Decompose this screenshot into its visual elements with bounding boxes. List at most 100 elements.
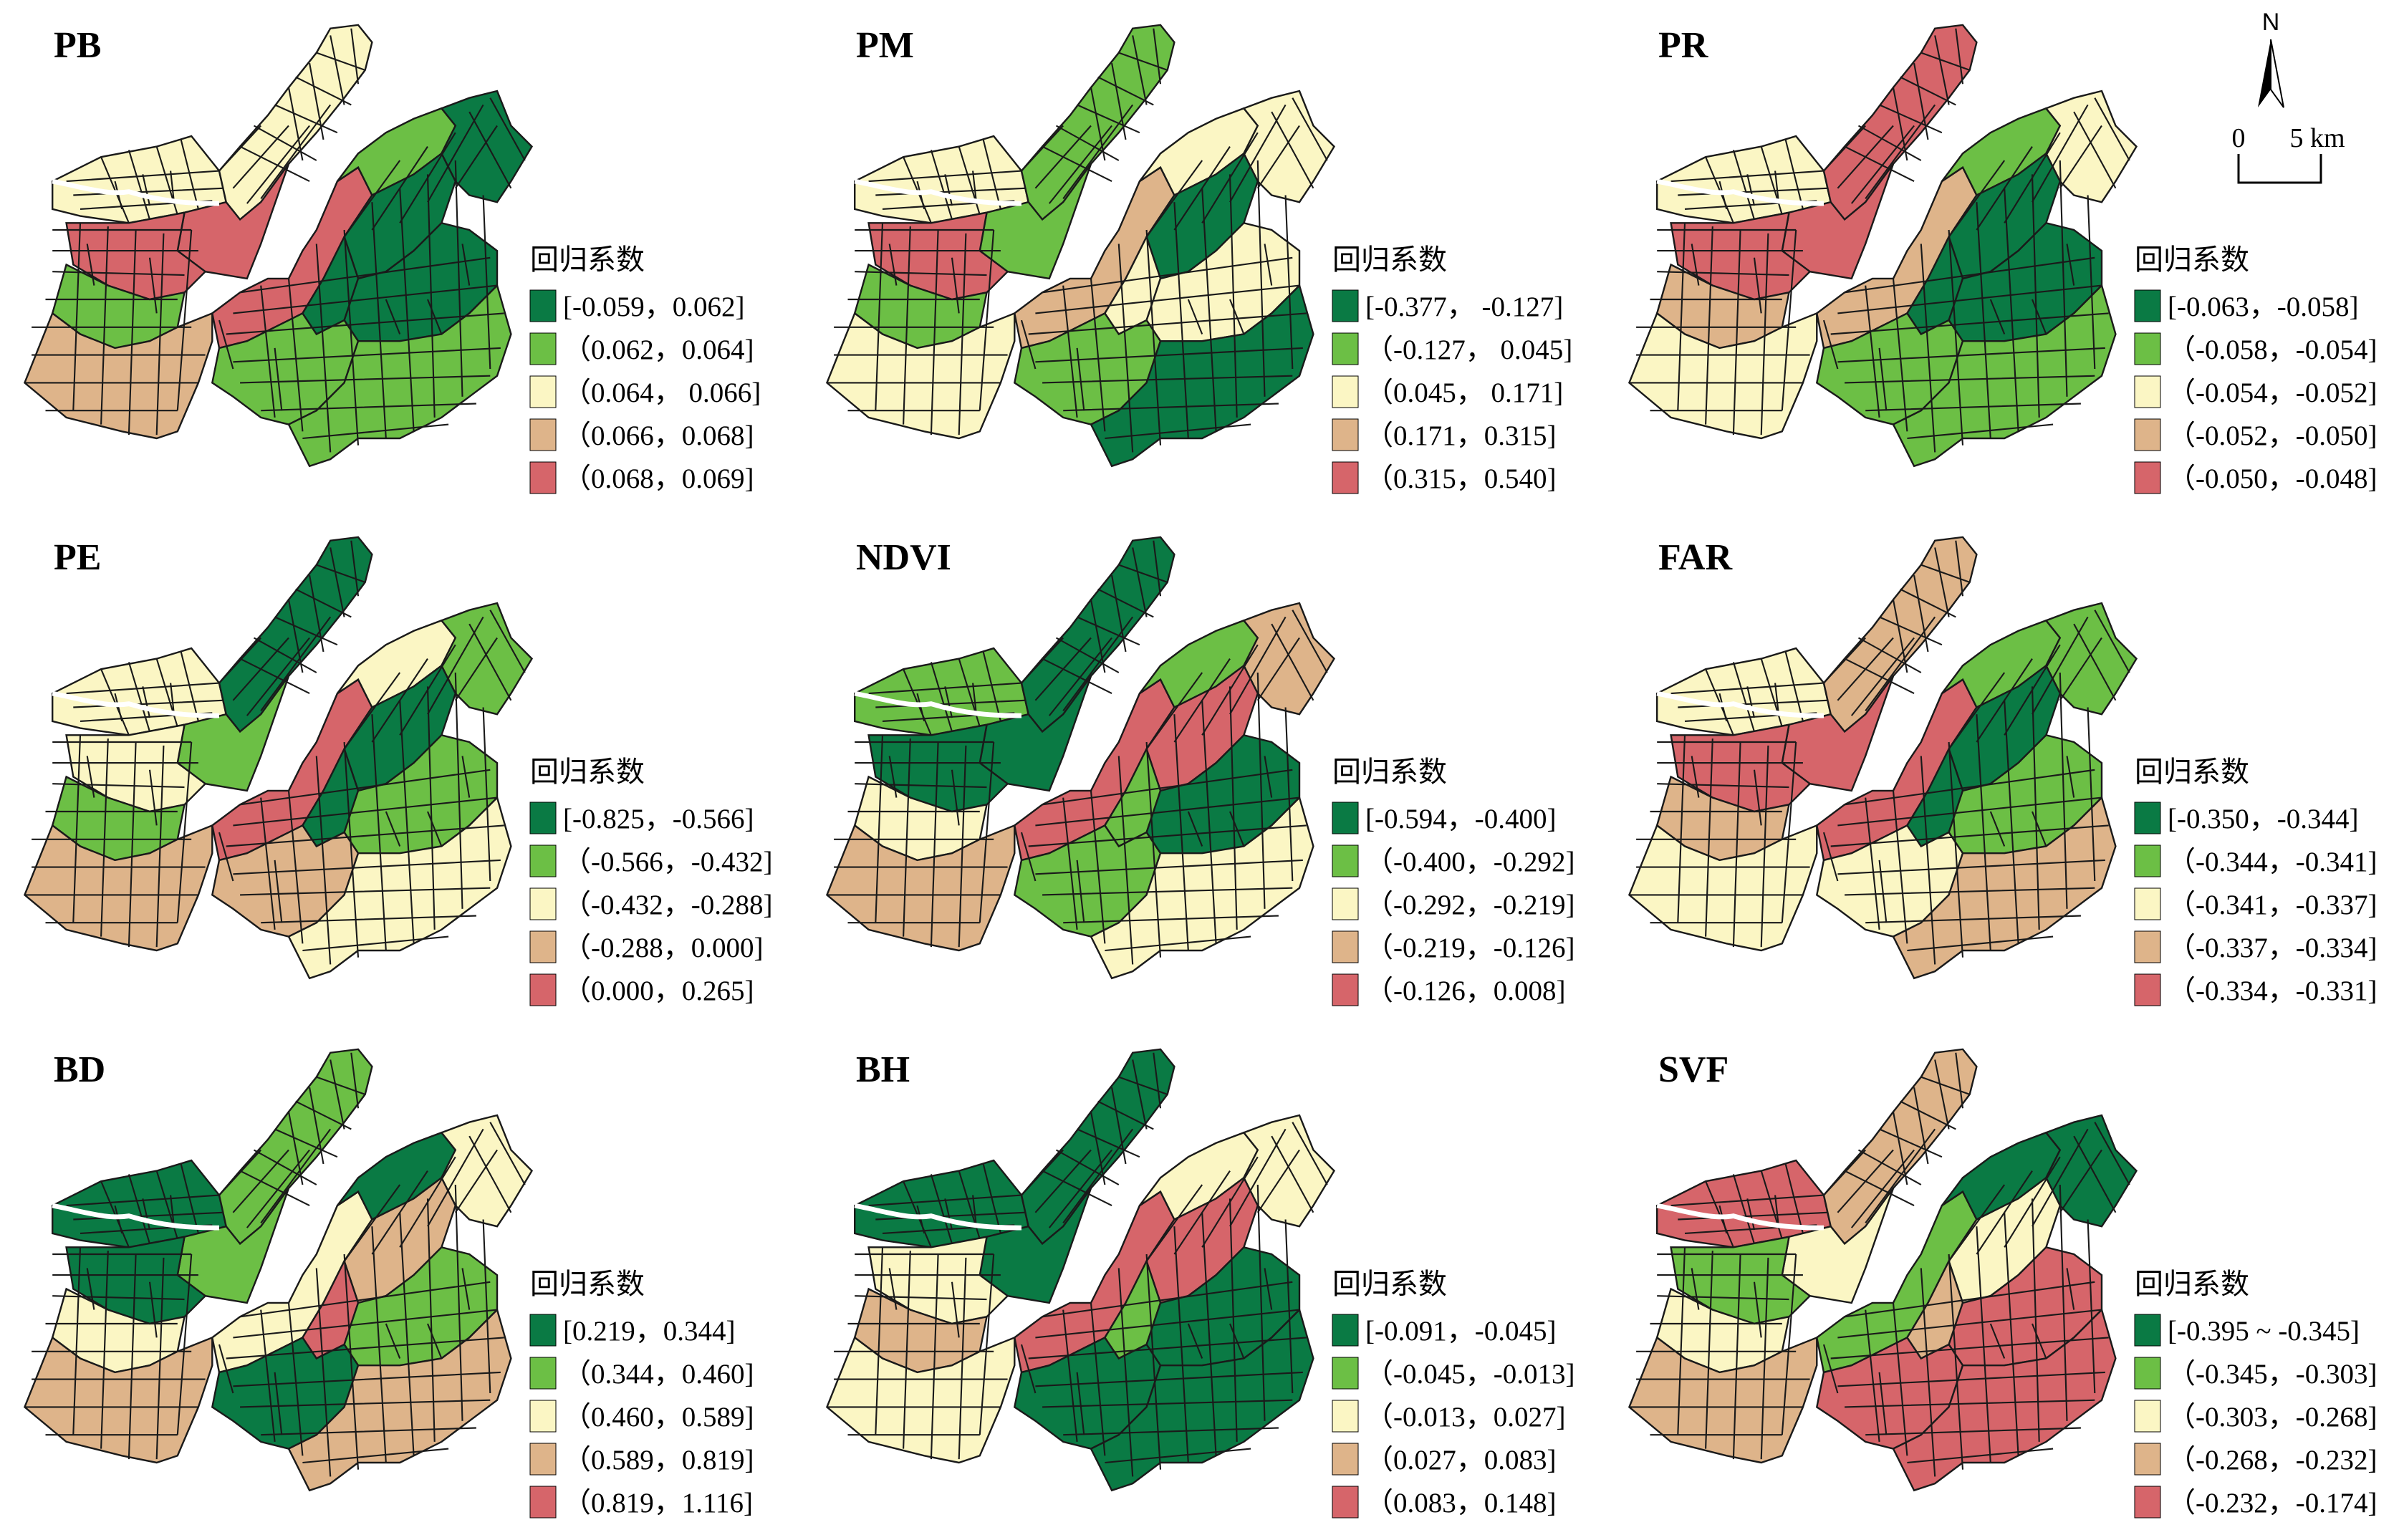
legend-label: [-0.395 ~ -0.345]: [2168, 1316, 2360, 1347]
map-panel-bd: BD 回归系数 [0.219，0.344] （0.344，0.460] （0.460，0…: [24, 1048, 754, 1519]
legend-swatch: [2134, 802, 2161, 834]
legend-swatch: [2134, 375, 2161, 408]
legend-label: （-0.334，-0.331]: [2168, 976, 2377, 1006]
scale-bar: 0 5 km: [2232, 123, 2345, 184]
legend-label: （-0.341，-0.337]: [2168, 890, 2377, 920]
legend-swatch: [2134, 1357, 2161, 1390]
legend: 回归系数 [-0.377， -0.127] （-0.127， 0.045] （0.04…: [1332, 244, 1572, 494]
legend: 回归系数 [-0.091，-0.045] （-0.045，-0.013] （-0.01…: [1332, 1268, 1574, 1519]
map-zone: [1243, 602, 1335, 716]
legend-swatch: [1332, 461, 1359, 494]
legend-swatch: [1332, 375, 1359, 408]
legend-label: （-0.432，-0.288]: [563, 890, 772, 920]
choropleth-map: [826, 1048, 1335, 1492]
legend-label: [-0.594，-0.400]: [1365, 804, 1556, 834]
legend-label: （0.000，0.265]: [563, 976, 754, 1006]
legend-label: （-0.292，-0.219]: [1365, 890, 1574, 920]
panel-title: PM: [856, 25, 914, 66]
legend-swatch: [529, 375, 557, 408]
legend-swatch: [2134, 844, 2161, 877]
legend-label: （-0.050，-0.048]: [2168, 463, 2377, 494]
legend-swatch: [2134, 418, 2161, 451]
legend-label: （-0.337，-0.334]: [2168, 933, 2377, 963]
legend-title: 回归系数: [2135, 244, 2249, 276]
panel-title: BD: [54, 1049, 105, 1090]
legend: 回归系数 [0.219，0.344] （0.344，0.460] （0.460，0.5…: [529, 1268, 754, 1519]
choropleth-map: [1628, 1048, 2138, 1492]
legend: 回归系数 [-0.350，-0.344] （-0.344，-0.341] （-0.34…: [2134, 756, 2377, 1006]
legend-label: （0.066，0.068]: [563, 420, 754, 451]
legend: 回归系数 [-0.594，-0.400] （-0.400，-0.292] （-0.29…: [1332, 756, 1574, 1006]
legend-swatch: [529, 802, 557, 834]
choropleth-map: [24, 536, 533, 980]
north-arrow: N: [2258, 9, 2284, 108]
legend-title: 回归系数: [530, 244, 645, 276]
legend-label: （0.083，0.148]: [1365, 1488, 1557, 1519]
legend-label: （-0.219，-0.126]: [1365, 933, 1574, 963]
legend-swatch: [529, 461, 557, 494]
map-zone: [441, 1114, 533, 1228]
han-river: [52, 1203, 220, 1231]
legend-swatch: [529, 289, 557, 322]
map-panel-pe: PE 回归系数 [-0.825，-0.566] （-0.566，-0.432] （-0.…: [24, 536, 772, 1006]
choropleth-map: [24, 24, 533, 468]
legend-label: [-0.377， -0.127]: [1365, 292, 1563, 322]
legend-label: （0.068，0.069]: [563, 463, 754, 494]
legend: 回归系数 [-0.825，-0.566] （-0.566，-0.432] （-0.43…: [529, 756, 772, 1006]
legend-label: （-0.400，-0.292]: [1365, 847, 1574, 877]
han-river: [52, 690, 220, 718]
han-river: [52, 178, 220, 206]
legend-swatch: [1332, 844, 1359, 877]
legend-swatch: [2134, 930, 2161, 963]
legend-label: （-0.058，-0.054]: [2168, 335, 2377, 365]
legend-swatch: [1332, 802, 1359, 834]
legend-swatch: [529, 844, 557, 877]
legend-swatch: [1332, 418, 1359, 451]
legend-swatch: [529, 1486, 557, 1519]
legend-swatch: [529, 1443, 557, 1476]
map-zone: [2045, 90, 2138, 203]
legend-label: （0.819，1.116]: [563, 1488, 753, 1519]
legend-label: （-0.054，-0.052]: [2168, 377, 2377, 408]
legend-swatch: [2134, 1400, 2161, 1433]
legend-label: （-0.013，0.027]: [1365, 1402, 1565, 1433]
legend-swatch: [1332, 887, 1359, 920]
legend-label: （-0.127， 0.045]: [1365, 335, 1572, 365]
legend-swatch: [529, 1314, 557, 1347]
legend-label: （-0.045，-0.013]: [1365, 1359, 1574, 1390]
legend-swatch: [2134, 461, 2161, 494]
legend-label: （-0.268，-0.232]: [2168, 1445, 2377, 1476]
panel-title: FAR: [1658, 537, 1733, 578]
legend-label: [-0.350，-0.344]: [2168, 804, 2358, 834]
legend-label: （0.064， 0.066]: [563, 377, 761, 408]
legend-label: （0.344，0.460]: [563, 1359, 754, 1390]
legend-title: 回归系数: [530, 756, 645, 788]
legend-label: （0.589，0.819]: [563, 1445, 754, 1476]
map-zone: [2045, 602, 2138, 716]
legend-swatch: [2134, 1486, 2161, 1519]
legend-swatch: [2134, 332, 2161, 365]
legend-label: （0.027，0.083]: [1365, 1445, 1557, 1476]
panel-title: BH: [856, 1049, 910, 1090]
legend-label: （-0.303，-0.268]: [2168, 1402, 2377, 1433]
legend-swatch: [529, 887, 557, 920]
legend-label: [-0.091，-0.045]: [1365, 1316, 1556, 1347]
map-panel-pr: PR 回归系数 [-0.063，-0.058] （-0.058，-0.054] （-0.…: [1628, 24, 2377, 494]
legend-swatch: [1332, 973, 1359, 1006]
legend: 回归系数 [-0.395 ~ -0.345] （-0.345，-0.303] （-0.…: [2134, 1268, 2377, 1519]
legend-label: （-0.126，0.008]: [1365, 976, 1565, 1006]
legend-swatch: [529, 1400, 557, 1433]
legend-title: 回归系数: [1332, 756, 1447, 788]
panel-title: NDVI: [856, 537, 951, 578]
choropleth-map: [826, 536, 1335, 980]
map-panel-far: FAR 回归系数 [-0.350，-0.344] （-0.344，-0.341] （-0…: [1628, 536, 2377, 1006]
panel-title: SVF: [1658, 1049, 1729, 1090]
map-zone: [441, 90, 533, 203]
han-river: [1656, 690, 1824, 718]
panel-title: PB: [54, 25, 101, 66]
legend-label: [-0.059，0.062]: [563, 292, 744, 322]
legend-label: （0.045， 0.171]: [1365, 377, 1563, 408]
legend-swatch: [2134, 973, 2161, 1006]
choropleth-map: [1628, 24, 2138, 468]
legend-swatch: [529, 930, 557, 963]
